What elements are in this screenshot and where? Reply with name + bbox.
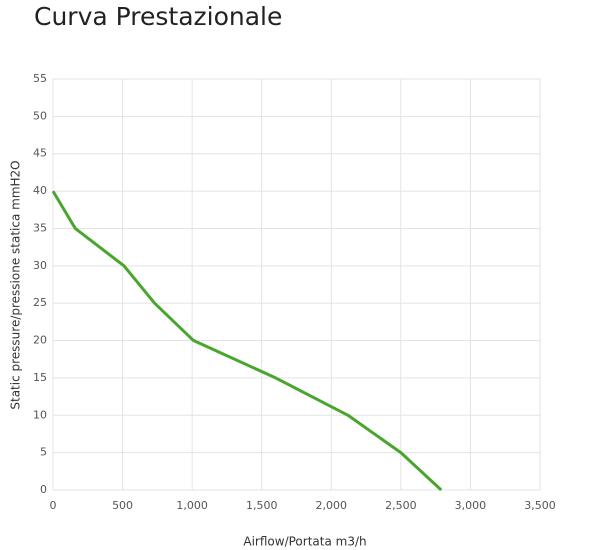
- y-axis-label: Static pressure/pressione statica mmH2O: [9, 160, 23, 409]
- y-tick-label: 0: [40, 483, 47, 496]
- y-tick-label: 55: [33, 72, 47, 85]
- chart-title: Curva Prestazionale: [34, 2, 282, 31]
- x-tick-label: 0: [50, 499, 57, 512]
- y-tick-label: 30: [33, 259, 47, 272]
- x-tick-label: 3,500: [524, 499, 556, 512]
- y-tick-label: 50: [33, 109, 47, 122]
- y-tick-label: 40: [33, 184, 47, 197]
- y-tick-label: 45: [33, 147, 47, 160]
- x-axis-label: Airflow/Portata m3/h: [243, 535, 366, 549]
- x-tick-label: 2,500: [385, 499, 417, 512]
- y-tick-label: 5: [40, 446, 47, 459]
- y-tick-label: 10: [33, 408, 47, 421]
- x-tick-label: 2,000: [316, 499, 348, 512]
- y-tick-label: 25: [33, 296, 47, 309]
- x-tick-label: 3,000: [455, 499, 487, 512]
- y-tick-label: 20: [33, 334, 47, 347]
- x-tick-label: 500: [112, 499, 133, 512]
- data-line: [51, 190, 443, 492]
- x-tick-label: 1,000: [176, 499, 208, 512]
- x-tick-label: 1,500: [246, 499, 278, 512]
- y-tick-label: 35: [33, 221, 47, 234]
- y-tick-label: 15: [33, 371, 47, 384]
